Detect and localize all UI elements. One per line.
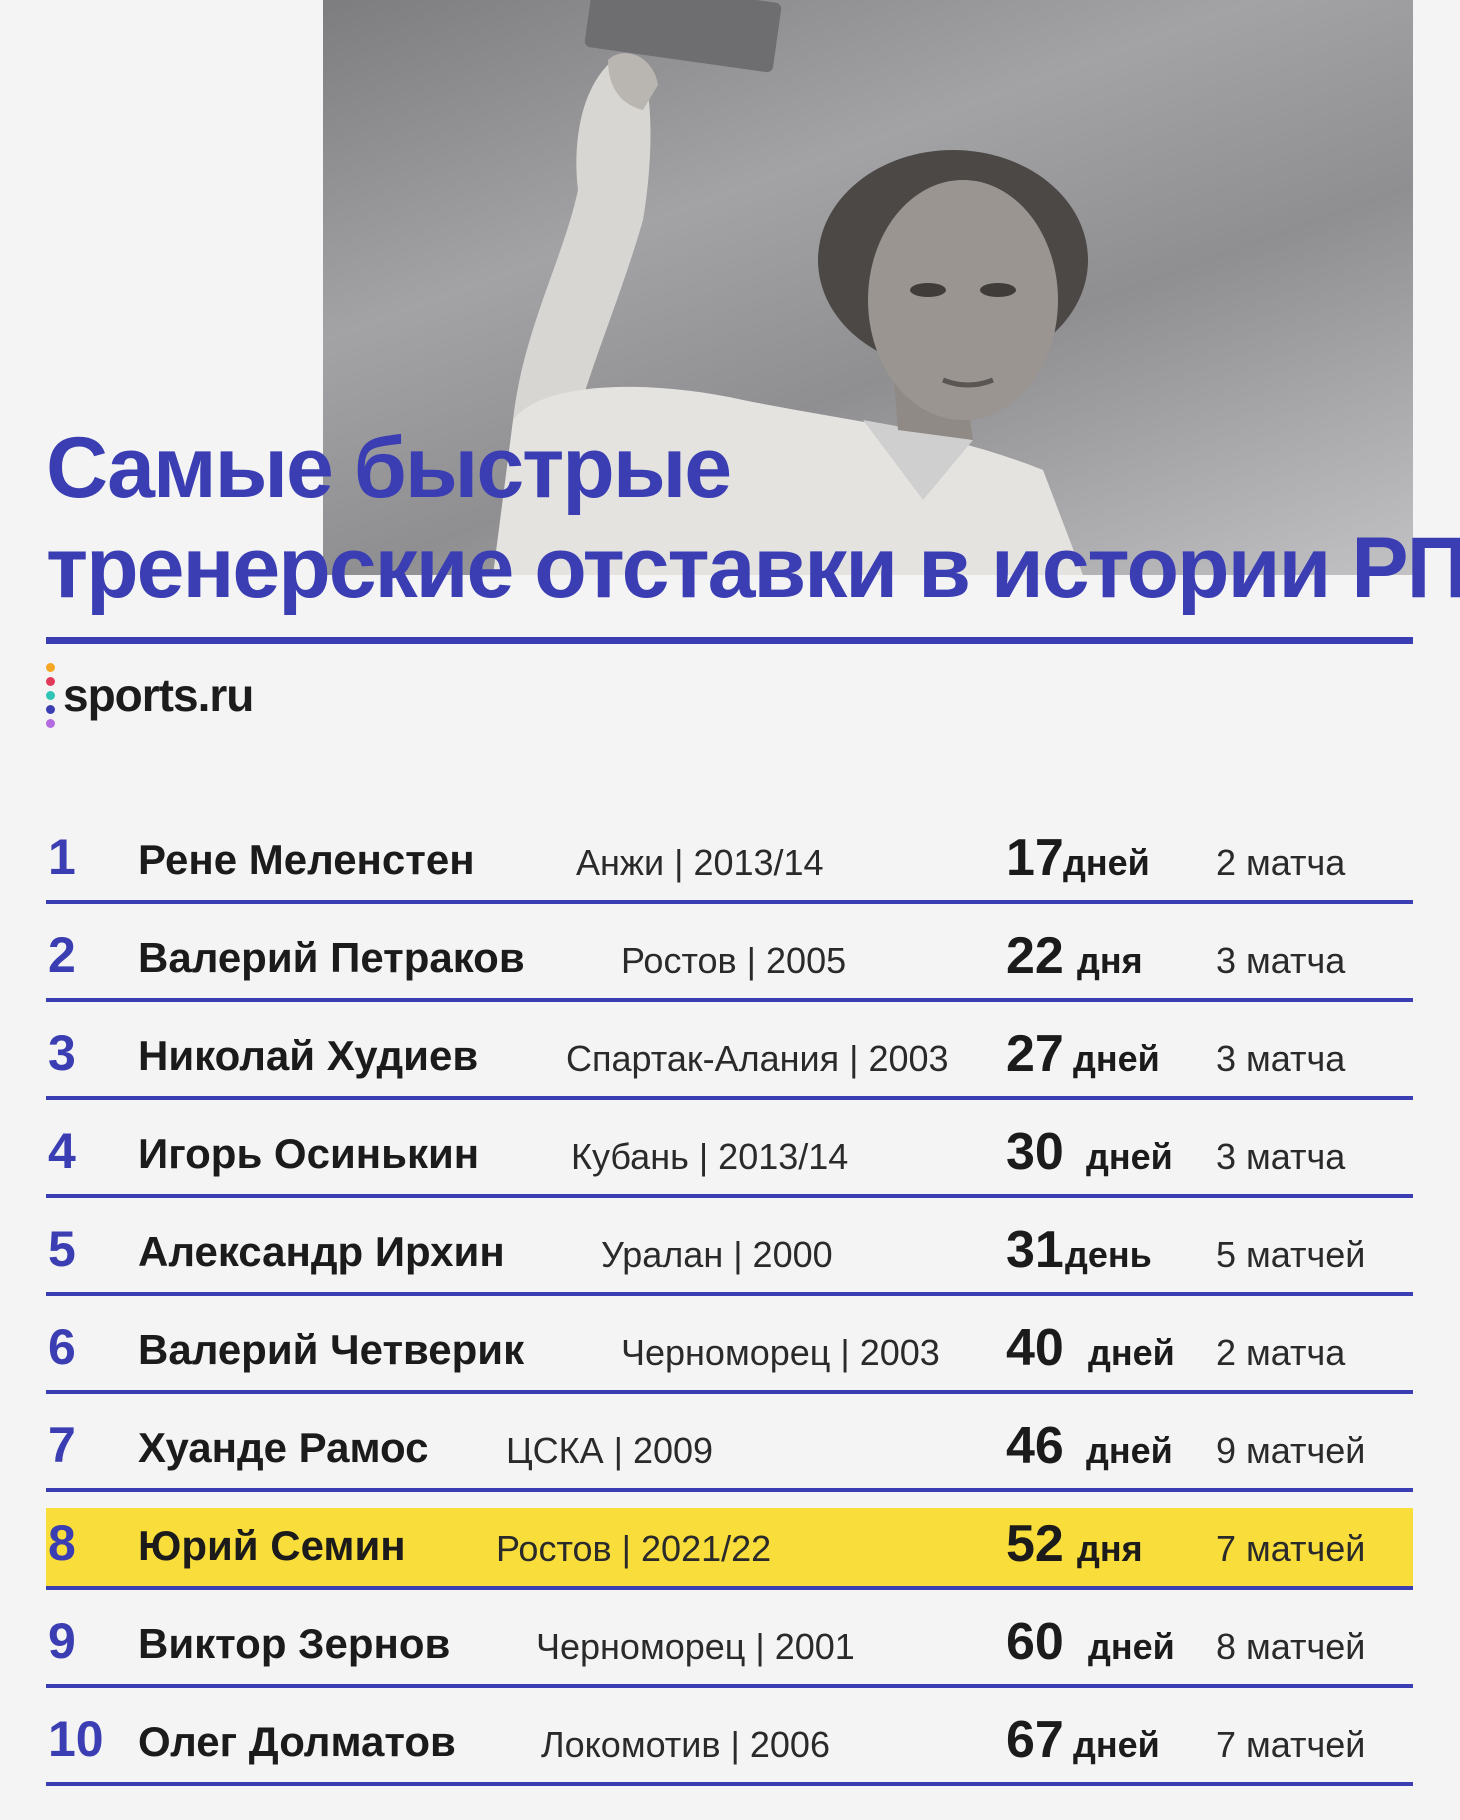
- club-season: Ростов | 2021/22: [496, 1528, 772, 1569]
- table-row: 6 Валерий Четверик Черноморец | 2003 40 дней…: [46, 1302, 1413, 1394]
- days-count: 46: [1006, 1417, 1064, 1475]
- days-unit: дней: [1086, 1136, 1173, 1177]
- rank: 1: [48, 829, 76, 885]
- days-unit: дней: [1073, 1038, 1160, 1079]
- matches-count: 3 матча: [1216, 1038, 1346, 1079]
- days-unit: дней: [1088, 1626, 1175, 1667]
- page-title: Самые быстрые тренерские отставки в исто…: [46, 418, 1460, 618]
- logo-dot: [46, 704, 55, 714]
- days-unit: дней: [1073, 1724, 1160, 1765]
- days-count: 17: [1006, 829, 1064, 887]
- coach-name: Валерий Четверик: [138, 1326, 525, 1373]
- logo-text: sports.ru: [63, 669, 254, 721]
- matches-count: 2 матча: [1216, 842, 1346, 883]
- matches-count: 7 матчей: [1216, 1724, 1366, 1765]
- sports-ru-logo[interactable]: sports.ru: [46, 662, 254, 728]
- title-divider: [46, 637, 1413, 644]
- club-season: Анжи | 2013/14: [576, 842, 824, 883]
- table-row: 5 Александр Ирхин Уралан | 2000 31 день 5 мат…: [46, 1204, 1413, 1296]
- rank: 4: [48, 1123, 76, 1179]
- coach-name: Олег Долматов: [138, 1718, 456, 1765]
- rank: 2: [48, 927, 76, 983]
- days-count: 30: [1006, 1123, 1064, 1181]
- coach-name: Николай Худиев: [138, 1032, 479, 1079]
- club-season: Спартак-Алания | 2003: [566, 1038, 949, 1079]
- days-count: 60: [1006, 1613, 1064, 1671]
- title-line-2: тренерские отставки в истории РПЛ: [46, 520, 1460, 616]
- table-row: 7 Хуанде Рамос ЦСКА | 2009 46 дней 9 матчей: [46, 1400, 1413, 1492]
- club-season: Черноморец | 2001: [536, 1626, 855, 1667]
- coach-name: Рене Меленстен: [138, 836, 475, 883]
- matches-count: 8 матчей: [1216, 1626, 1366, 1667]
- matches-count: 3 матча: [1216, 1136, 1346, 1177]
- matches-count: 3 матча: [1216, 940, 1346, 981]
- days-count: 22: [1006, 927, 1064, 985]
- table-row: 4 Игорь Осинькин Кубань | 2013/14 30 дней 3 м…: [46, 1106, 1413, 1198]
- logo-dot: [46, 676, 55, 686]
- days-count: 67: [1006, 1711, 1064, 1769]
- table-row: 9 Виктор Зернов Черноморец | 2001 60 дней 8 м…: [46, 1596, 1413, 1688]
- days-unit: дня: [1077, 940, 1143, 981]
- highlight-band: [46, 1508, 1413, 1586]
- dismissals-table: 1 Рене Меленстен Анжи | 2013/14 17 дней 2 мат…: [46, 812, 1413, 1792]
- logo-dot: [46, 662, 55, 672]
- matches-count: 5 матчей: [1216, 1234, 1366, 1275]
- coach-name: Юрий Семин: [138, 1522, 406, 1569]
- rank: 9: [48, 1613, 76, 1669]
- days-unit: дней: [1086, 1430, 1173, 1471]
- days-unit: дней: [1088, 1332, 1175, 1373]
- coach-name: Игорь Осинькин: [138, 1130, 480, 1177]
- days-count: 27: [1006, 1025, 1064, 1083]
- rank: 10: [48, 1711, 104, 1767]
- club-season: Кубань | 2013/14: [571, 1136, 849, 1177]
- rank: 6: [48, 1319, 76, 1375]
- table-row: 8 Юрий Семин Ростов | 2021/22 52 дня 7 матчей: [46, 1498, 1413, 1590]
- days-count: 40: [1006, 1319, 1064, 1377]
- coach-name: Валерий Петраков: [138, 934, 525, 981]
- coach-name: Хуанде Рамос: [138, 1424, 429, 1471]
- coach-name: Виктор Зернов: [138, 1620, 451, 1667]
- table-row: 10 Олег Долматов Локомотив | 2006 67 дней 7 м…: [46, 1694, 1413, 1786]
- days-count: 31: [1006, 1221, 1064, 1279]
- matches-count: 7 матчей: [1216, 1528, 1366, 1569]
- club-season: Локомотив | 2006: [541, 1724, 830, 1765]
- club-season: Уралан | 2000: [601, 1234, 833, 1275]
- days-unit: день: [1065, 1234, 1152, 1275]
- table-row: 1 Рене Меленстен Анжи | 2013/14 17 дней 2 мат…: [46, 812, 1413, 904]
- days-count: 52: [1006, 1515, 1064, 1573]
- matches-count: 2 матча: [1216, 1332, 1346, 1373]
- coach-photo: [323, 0, 1413, 575]
- club-season: ЦСКА | 2009: [506, 1430, 714, 1471]
- coach-name: Александр Ирхин: [138, 1228, 505, 1275]
- title-line-1: Самые быстрые: [46, 420, 732, 516]
- rank: 8: [48, 1515, 76, 1571]
- club-season: Ростов | 2005: [621, 940, 847, 981]
- rank: 7: [48, 1417, 76, 1473]
- rank: 3: [48, 1025, 76, 1081]
- days-unit: дня: [1077, 1528, 1143, 1569]
- matches-count: 9 матчей: [1216, 1430, 1366, 1471]
- rank: 5: [48, 1221, 76, 1277]
- logo-dot: [46, 718, 55, 728]
- logo-dot: [46, 690, 55, 700]
- club-season: Черноморец | 2003: [621, 1332, 940, 1373]
- days-unit: дней: [1063, 842, 1150, 883]
- table-row: 3 Николай Худиев Спартак-Алания | 2003 27 дн…: [46, 1008, 1413, 1100]
- table-row: 2 Валерий Петраков Ростов | 2005 22 дня 3 мат…: [46, 910, 1413, 1002]
- coach-silhouette-icon: [493, 0, 1088, 575]
- logo-dots-icon: [46, 662, 55, 728]
